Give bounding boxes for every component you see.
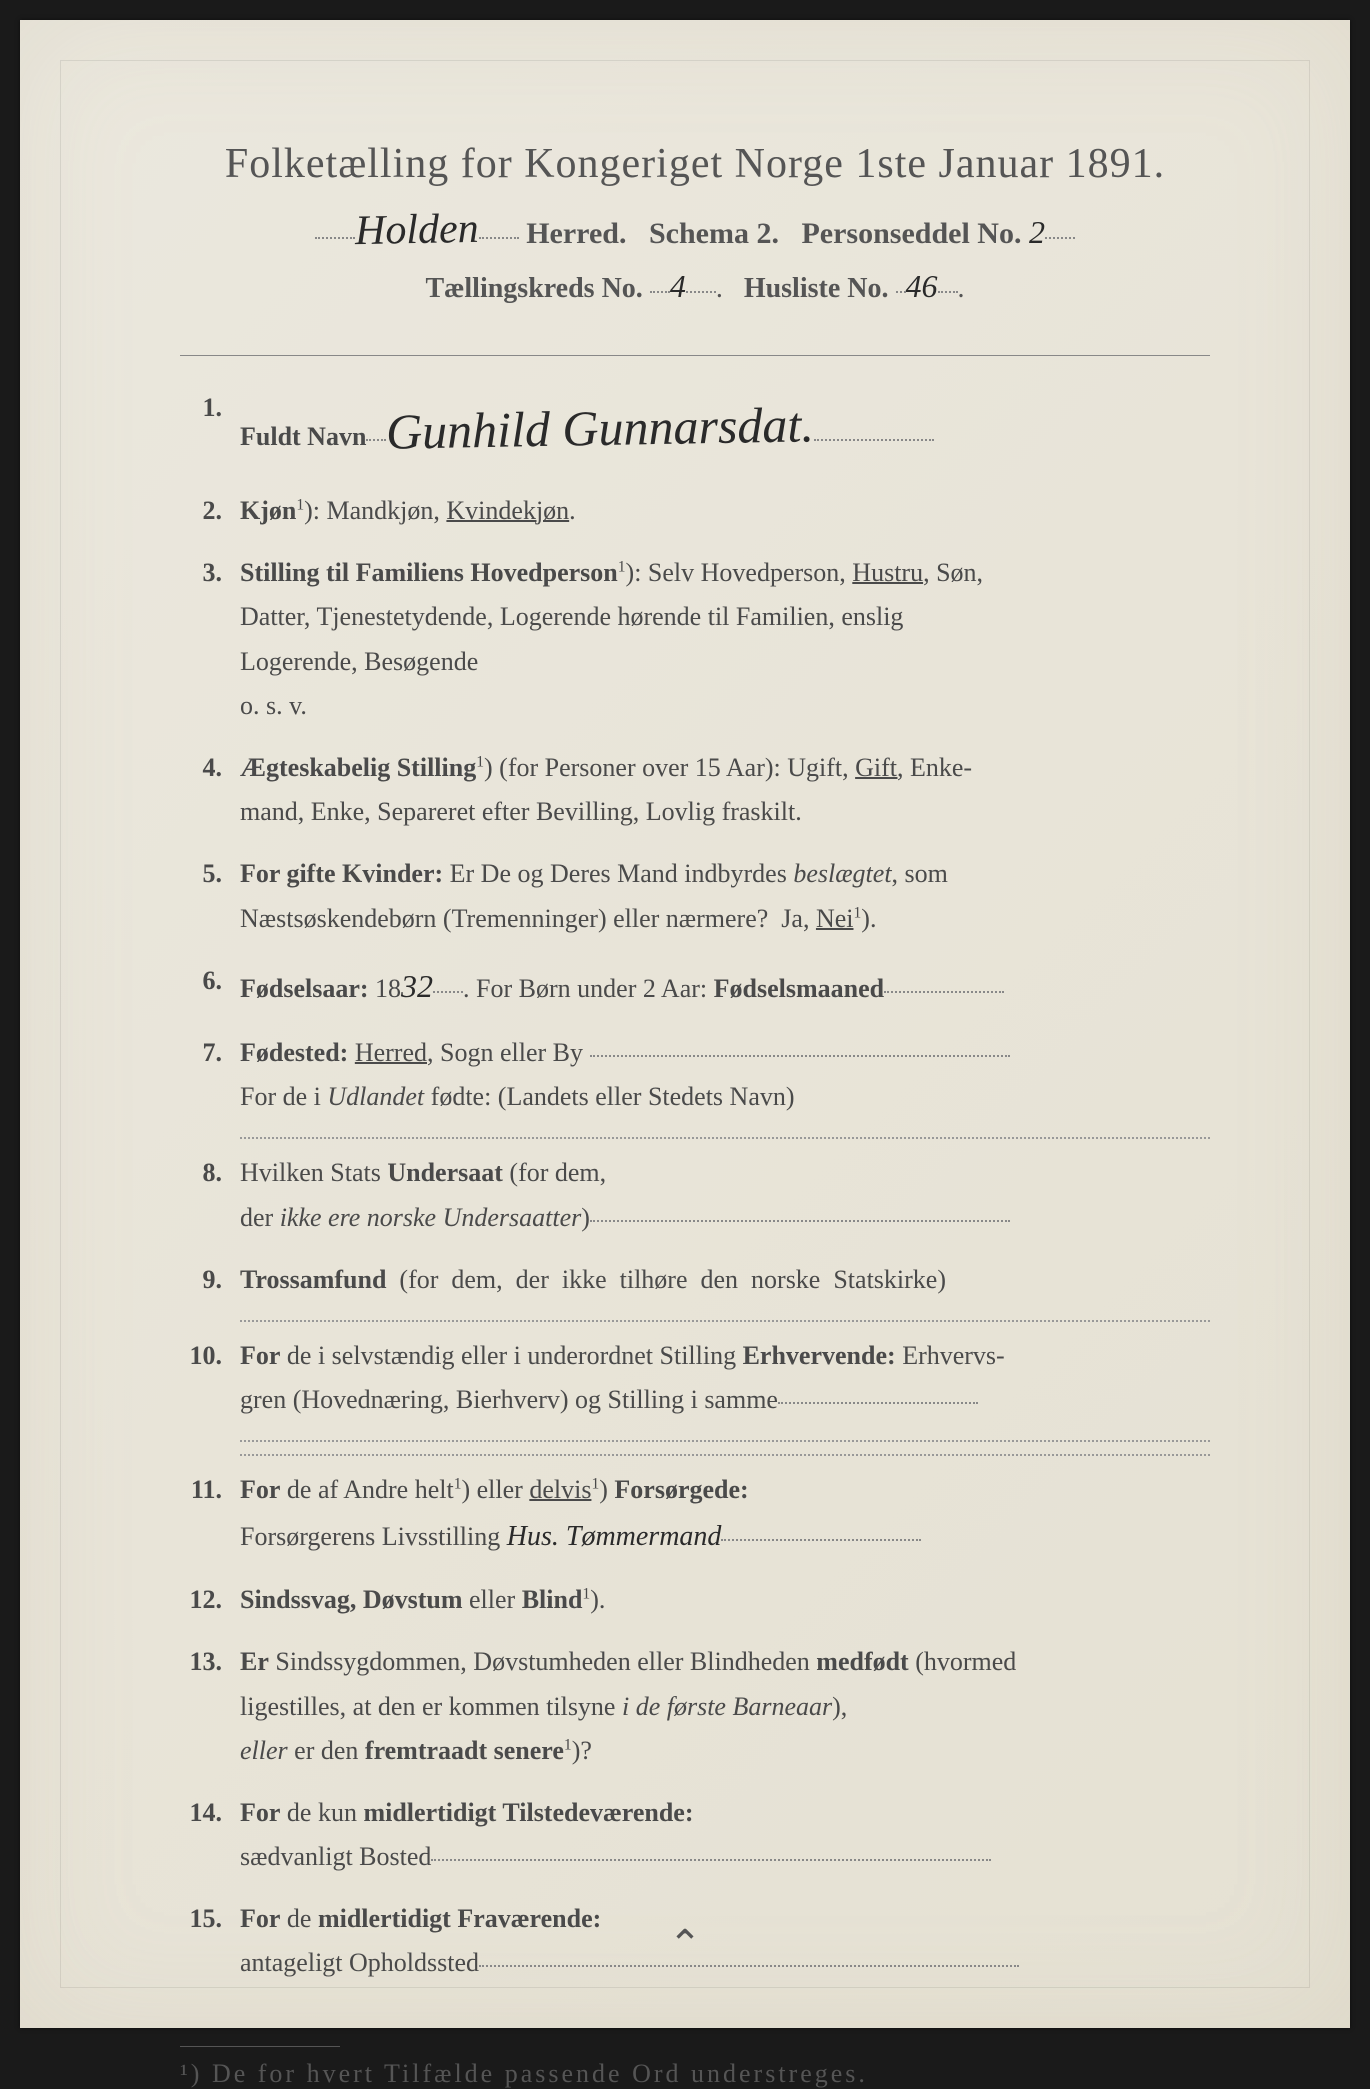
item-cont: mand, Enke, Separeret efter Bevilling, L…: [240, 797, 802, 826]
form-header: Folketælling for Kongeriget Norge 1ste J…: [180, 140, 1210, 305]
header-rule: [180, 355, 1210, 356]
item-body: Ægteskabelig Stilling1) (for Personer ov…: [240, 746, 1210, 834]
personseddel-label: Personseddel No.: [801, 217, 1021, 250]
herred-label: Herred.: [526, 217, 626, 250]
item-num: 10.: [180, 1334, 240, 1422]
item-3: 3. Stilling til Familiens Hovedperson1):…: [180, 551, 1210, 728]
footnote-text: De for hvert Tilfælde passende Ord under…: [212, 2059, 868, 2088]
item-7: 7. Fødested: Herred, Sogn eller By For d…: [180, 1031, 1210, 1119]
livsstilling-handwritten: Hus. Tømmermand: [507, 1521, 722, 1552]
selected-kvindekjon: Kvindekjøn: [446, 496, 569, 525]
item-num: 13.: [180, 1640, 240, 1773]
selected-hustru: Hustru: [852, 558, 923, 587]
kreds-label: Tællingskreds No.: [425, 273, 642, 304]
herred-handwritten: Holden: [355, 205, 479, 255]
item-num: 3.: [180, 551, 240, 728]
item-11: 11. For de af Andre helt1) eller delvis1…: [180, 1468, 1210, 1560]
pencil-mark: ⌃: [668, 1921, 702, 1968]
item-label: Trossamfund: [240, 1265, 386, 1294]
item-num: 8.: [180, 1151, 240, 1239]
item-cont-label: Forsørgerens Livsstilling: [240, 1522, 500, 1551]
item-num: 1.: [180, 386, 240, 471]
selected-nei: Nei: [816, 904, 854, 933]
footnote-rule: [180, 2046, 340, 2047]
dotted-rule: [240, 1440, 1210, 1442]
item-num: 12.: [180, 1578, 240, 1622]
item-body: Kjøn1): Mandkjøn, Kvindekjøn.: [240, 489, 1210, 533]
husliste-no: 46: [906, 268, 938, 304]
item-body: Sindssvag, Døvstum eller Blind1).: [240, 1578, 1210, 1622]
item-5: 5. For gifte Kvinder: Er De og Deres Man…: [180, 852, 1210, 940]
item-cont: Logerende, Besøgende: [240, 647, 478, 676]
schema-label: Schema 2.: [649, 217, 779, 250]
item-9: 9. Trossamfund (for dem, der ikke tilhør…: [180, 1258, 1210, 1302]
item-label: For gifte Kvinder:: [240, 859, 443, 888]
census-form-page: Folketælling for Kongeriget Norge 1ste J…: [20, 20, 1350, 2028]
item-body: Fødested: Herred, Sogn eller By For de i…: [240, 1031, 1210, 1119]
item-body: For de midlertidigt Fraværende: antageli…: [240, 1897, 1210, 1985]
item-body: Stilling til Familiens Hovedperson1): Se…: [240, 551, 1210, 728]
item-body: For de af Andre helt1) eller delvis1) Fo…: [240, 1468, 1210, 1560]
item-label: Fødested:: [240, 1038, 348, 1067]
item-6: 6. Fødselsaar: 1832. For Børn under 2 Aa…: [180, 959, 1210, 1013]
item-num: 7.: [180, 1031, 240, 1119]
selected-herred: Herred,: [355, 1038, 434, 1067]
dotted-rule: [240, 1137, 1210, 1139]
husliste-label: Husliste No.: [744, 273, 889, 304]
selected-gift: Gift,: [855, 753, 903, 782]
item-body: Er Sindssygdommen, Døvstumheden eller Bl…: [240, 1640, 1210, 1773]
item-body: Hvilken Stats Undersaat (for dem, der ik…: [240, 1151, 1210, 1239]
item-body: Fuldt NavnGunhild Gunnarsdat.: [240, 386, 1210, 471]
item-14: 14. For de kun midlertidigt Tilstedevære…: [180, 1791, 1210, 1879]
item-8: 8. Hvilken Stats Undersaat (for dem, der…: [180, 1151, 1210, 1239]
item-cont-label: sædvanligt Bosted: [240, 1842, 431, 1871]
dotted-rule: [240, 1320, 1210, 1322]
kreds-no: 4: [670, 268, 686, 304]
item-label: Ægteskabelig Stilling: [240, 753, 476, 782]
item-num: 5.: [180, 852, 240, 940]
item-10: 10. For de i selvstændig eller i underor…: [180, 1334, 1210, 1422]
footnote: ¹) De for hvert Tilfælde passende Ord un…: [180, 2059, 1210, 2089]
item-num: 2.: [180, 489, 240, 533]
item-label: Sindssvag, Døvstum: [240, 1585, 463, 1614]
item-body: For de kun midlertidigt Tilstedeværende:…: [240, 1791, 1210, 1879]
item-12: 12. Sindssvag, Døvstum eller Blind1).: [180, 1578, 1210, 1622]
item-2: 2. Kjøn1): Mandkjøn, Kvindekjøn.: [180, 489, 1210, 533]
item-cont: Datter, Tjenestetydende, Logerende høren…: [240, 602, 903, 631]
header-line-3: Tællingskreds No. 4. Husliste No. 46.: [180, 268, 1210, 305]
item-body: For gifte Kvinder: Er De og Deres Mand i…: [240, 852, 1210, 940]
item-body: Fødselsaar: 1832. For Børn under 2 Aar: …: [240, 959, 1210, 1013]
header-line-2: Holden Herred. Schema 2. Personseddel No…: [180, 206, 1210, 254]
personseddel-no: 2: [1029, 214, 1045, 250]
item-label: Stilling til Familiens Hovedperson: [240, 558, 618, 587]
item-num: 15.: [180, 1897, 240, 1985]
item-label: Fødselsaar:: [240, 974, 369, 1003]
item-label: Fuldt Navn: [240, 422, 366, 451]
item-num: 11.: [180, 1468, 240, 1560]
item-body: Trossamfund (for dem, der ikke tilhøre d…: [240, 1258, 1210, 1302]
item-13: 13. Er Sindssygdommen, Døvstumheden elle…: [180, 1640, 1210, 1773]
footnote-marker: ¹): [180, 2059, 202, 2088]
dotted-rule: [240, 1454, 1210, 1456]
year-handwritten: 32: [401, 968, 433, 1004]
item-num: 9.: [180, 1258, 240, 1302]
name-handwritten: Gunhild Gunnarsdat.: [386, 382, 815, 474]
item-num: 14.: [180, 1791, 240, 1879]
item-num: 6.: [180, 959, 240, 1013]
item-4: 4. Ægteskabelig Stilling1) (for Personer…: [180, 746, 1210, 834]
form-title: Folketælling for Kongeriget Norge 1ste J…: [180, 140, 1210, 188]
item-label: Kjøn: [240, 496, 296, 525]
item-num: 4.: [180, 746, 240, 834]
item-cont: o. s. v.: [240, 691, 307, 720]
item-body: For de i selvstændig eller i underordnet…: [240, 1334, 1210, 1422]
item-1: 1. Fuldt NavnGunhild Gunnarsdat.: [180, 386, 1210, 471]
item-cont-label: antageligt Opholdssted: [240, 1948, 479, 1977]
form-items: 1. Fuldt NavnGunhild Gunnarsdat. 2. Kjøn…: [180, 386, 1210, 1986]
